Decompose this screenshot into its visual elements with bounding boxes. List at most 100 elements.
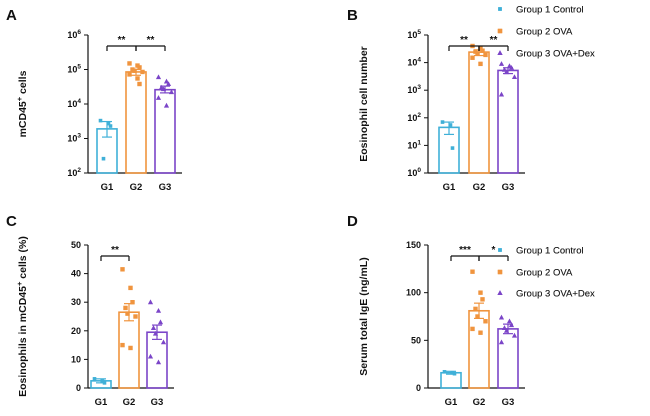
data-point	[480, 48, 485, 53]
data-point	[135, 76, 140, 81]
significance-label: **	[460, 35, 468, 46]
legend-marker	[497, 50, 503, 55]
y-tick-label-exp: 3	[417, 84, 421, 91]
significance-label: **	[118, 35, 126, 46]
y-tick-label: 40	[71, 269, 81, 279]
legend-label: Group 1 Control	[516, 246, 584, 257]
legend-label: Group 2 OVA	[516, 268, 573, 279]
x-tick-label: G1	[443, 182, 456, 193]
legend-marker	[498, 248, 502, 252]
y-tick-label-exp: 4	[77, 98, 81, 105]
data-point	[503, 328, 510, 333]
data-point	[478, 330, 483, 335]
data-point	[480, 297, 485, 302]
data-point	[498, 314, 505, 320]
significance-label: **	[111, 245, 119, 256]
data-point	[470, 55, 475, 60]
y-tick-label: 105	[67, 64, 81, 75]
y-tick-label-base: 10	[407, 140, 417, 150]
data-point	[473, 306, 478, 312]
data-point	[128, 345, 133, 351]
y-tick-label: 50	[71, 240, 81, 250]
y-tick-label: 106	[67, 29, 81, 40]
data-point	[155, 307, 162, 313]
data-point	[123, 305, 128, 311]
data-point	[155, 95, 162, 100]
data-point	[450, 370, 455, 375]
x-tick-label: G3	[502, 182, 515, 193]
y-tick-label: 103	[67, 133, 81, 144]
data-point	[98, 118, 103, 123]
y-tick-label-exp: 6	[77, 29, 81, 36]
y-tick-label: 104	[67, 98, 81, 109]
bar-g2	[125, 71, 147, 174]
y-tick-label: 50	[411, 335, 421, 345]
y-tick-label-exp: 2	[417, 112, 421, 119]
y-tick-label: 101	[407, 139, 421, 150]
legend-label: Group 2 OVA	[516, 27, 573, 38]
data-point	[160, 86, 167, 92]
legend-marker	[498, 7, 502, 11]
data-point	[506, 318, 513, 324]
data-point	[132, 68, 137, 73]
data-point	[483, 319, 488, 324]
y-tick-label-exp: 5	[417, 29, 421, 36]
legend-label: Group 3 OVA+Dex	[516, 289, 595, 300]
data-point	[483, 52, 488, 58]
y-tick-label: 10	[71, 354, 81, 364]
y-tick-label: 104	[407, 57, 421, 68]
significance-label: **	[147, 35, 155, 46]
x-tick-label: G2	[123, 397, 136, 408]
data-point	[92, 377, 97, 381]
y-tick-label: 100	[407, 167, 421, 178]
y-tick-label: 20	[71, 326, 81, 336]
data-point	[511, 332, 518, 338]
y-tick-label-base: 10	[407, 113, 417, 123]
panel-c: C Eosinophils in mCD45+ cells (%) 0 10 20 30 4…	[6, 213, 595, 408]
y-axis-label-main: Eosinophils in mCD45	[17, 286, 29, 397]
data-point	[475, 314, 480, 319]
data-point	[498, 339, 505, 345]
x-tick-label: G3	[151, 397, 164, 408]
data-point	[501, 66, 508, 72]
y-tick-label-exp: 5	[77, 64, 81, 71]
bar-g2	[468, 51, 490, 174]
data-point	[165, 81, 172, 86]
data-point	[163, 78, 170, 84]
data-point	[508, 322, 515, 328]
data-point	[140, 69, 145, 75]
y-tick-label: 100	[406, 288, 421, 298]
y-tick-label-base: 10	[67, 99, 77, 109]
legend-label: Group 3 OVA+Dex	[516, 49, 595, 60]
y-axis-label-main: mCD45	[17, 101, 29, 137]
y-axis-label-sup: +	[15, 281, 24, 286]
significance-label: **	[490, 35, 498, 46]
legend-marker	[497, 269, 503, 275]
data-point	[475, 51, 480, 56]
panel-d: D Serum total IgE (ng/mL) 0 50 100 150 G1 G2 G3 *…	[347, 213, 595, 408]
data-point	[157, 319, 164, 325]
legend-marker	[497, 28, 503, 34]
data-point	[102, 381, 107, 385]
significance-label: ***	[459, 245, 471, 256]
data-point	[130, 300, 135, 305]
y-tick-label-exp: 4	[417, 57, 421, 64]
y-axis-label-main: Eosinophil cell number	[358, 46, 370, 162]
y-tick-label-base: 10	[407, 85, 417, 95]
panel-letter: B	[347, 7, 358, 24]
x-tick-label: G3	[159, 182, 172, 193]
data-point	[478, 61, 483, 67]
data-point	[150, 325, 157, 330]
y-axis-label-tail: cells	[17, 70, 29, 96]
y-tick-label: 102	[67, 167, 81, 178]
data-point	[448, 123, 453, 127]
data-point	[452, 371, 457, 376]
legend-label: Group 2 OVA	[516, 268, 573, 279]
data-point	[498, 61, 505, 66]
data-point	[100, 379, 105, 383]
data-point	[127, 72, 132, 77]
y-tick-label: 102	[407, 112, 421, 123]
data-point	[120, 267, 125, 272]
